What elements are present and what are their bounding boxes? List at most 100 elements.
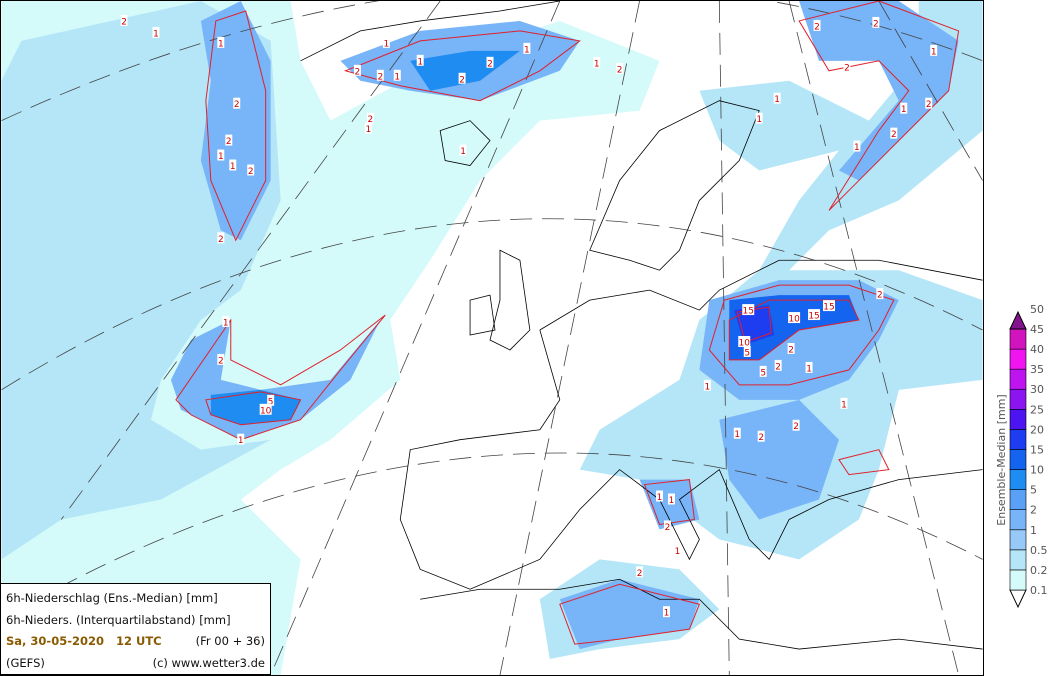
coast-europe <box>399 259 983 590</box>
contour-label: 2 <box>814 22 820 32</box>
colorbar-tick-label: 15 <box>1030 443 1044 456</box>
contour-label: 2 <box>793 422 799 432</box>
contour-label: 1 <box>774 95 780 105</box>
contour-label: 2 <box>218 356 224 366</box>
contour-label-bg <box>667 493 675 505</box>
contour-label-bg <box>217 149 225 161</box>
contour-label-bg <box>459 144 467 156</box>
contour-label: 2 <box>637 569 643 579</box>
contour-label-bg <box>925 97 933 109</box>
contour-label: 1 <box>806 364 812 374</box>
contour-label-bg <box>843 60 851 72</box>
colorbar-tick-label: 0.2 <box>1030 564 1048 577</box>
contour-label-bg <box>703 379 711 391</box>
contour-label-bg <box>759 365 767 377</box>
colorbar-box <box>1009 409 1027 430</box>
contour-label: 2 <box>459 75 465 85</box>
colorbar-box <box>1009 449 1027 470</box>
contour-label: 1 <box>756 115 762 125</box>
contour-label: 1 <box>901 105 907 115</box>
contour-label-bg <box>890 127 898 139</box>
contour-label-bg <box>738 336 751 347</box>
contour-label-bg <box>217 36 225 48</box>
info-line-valid-time: Sa, 30-05-2020 12 UTC (Fr 00 + 36) <box>6 631 265 653</box>
contour-label: 2 <box>226 137 232 147</box>
contour-label: 2 <box>121 17 127 27</box>
copyright: (c) www.wetter3.de <box>152 655 265 670</box>
contour-label: 1 <box>417 57 423 67</box>
contour-label: 1 <box>669 496 675 506</box>
contour-label: 5 <box>268 397 274 407</box>
contour-label: 1 <box>841 400 847 410</box>
contour-label-bg <box>876 288 884 300</box>
contour-label: 15 <box>823 303 834 313</box>
forecast-run: (Fr 00 + 36) <box>195 634 265 648</box>
colorbar-box <box>1009 489 1027 510</box>
contour-label: 2 <box>234 100 240 110</box>
contour-label: 1 <box>460 147 466 157</box>
contour-label: 1 <box>230 162 236 172</box>
colorbar-tick-label: 35 <box>1030 363 1044 376</box>
contour-label-bg <box>813 19 821 31</box>
colorbar-tick-label: 2 <box>1030 504 1037 517</box>
info-line-source: (GEFS) (c) www.wetter3.de <box>6 653 265 675</box>
contour-label-bg <box>757 430 765 442</box>
coast-scandinavia <box>589 100 760 271</box>
colorbar-box <box>1009 569 1027 591</box>
contour-label: 2 <box>775 362 781 372</box>
contour-label-bg <box>823 300 835 312</box>
contour-label-bg <box>222 316 230 328</box>
contour-label-bg <box>416 54 424 66</box>
contour-label: 1 <box>524 45 530 55</box>
contour-label-bg <box>233 97 241 109</box>
colorbar-over-triangle <box>1009 310 1027 330</box>
graticule-lines <box>1 1 983 675</box>
contour-label: 1 <box>705 382 711 392</box>
contour-label-bg <box>247 164 255 176</box>
contour-label-bg <box>217 353 225 365</box>
contour-label: 1 <box>218 152 224 162</box>
contour-label: 1 <box>223 319 229 329</box>
contour-label: 2 <box>377 72 383 82</box>
contour-label-bg <box>774 359 782 371</box>
info-line-iqr: 6h-Nieders. (Interquartilabstand) [mm] <box>6 612 231 627</box>
contour-label: 2 <box>368 115 374 125</box>
contour-label-bg <box>840 397 848 409</box>
contour-label: 5 <box>760 368 766 378</box>
contour-label-bg <box>733 427 741 439</box>
contour-label-bg <box>930 44 938 56</box>
contour-label-bg <box>773 92 781 104</box>
contour-label: 1 <box>931 47 937 57</box>
contour-label-bg <box>458 72 466 84</box>
colorbar-box <box>1009 429 1027 450</box>
info-line-median: 6h-Niederschlag (Ens.-Median) [mm] <box>6 591 218 605</box>
contour-label-bg <box>616 62 624 74</box>
contour-label-bg <box>523 42 531 54</box>
contour-label-bg <box>393 69 401 81</box>
colorbar-tick-label: 30 <box>1030 383 1044 396</box>
colorbar-box <box>1009 529 1027 551</box>
contour-label: 1 <box>675 547 681 557</box>
contour-label: 1 <box>594 59 600 69</box>
contour-label-bg <box>376 69 384 81</box>
colorbar-under-triangle <box>1009 589 1027 609</box>
colorbar-legend: Ensemble-Median [mm] 0.10.20.51251015202… <box>995 303 1048 609</box>
contour-label-bg <box>792 419 800 431</box>
colorbar-box <box>1009 549 1027 571</box>
contour-label: 1 <box>383 39 389 49</box>
colorbar-tick-label: 40 <box>1030 343 1044 356</box>
colorbar-tick-label: 1 <box>1030 524 1037 537</box>
precip-core-atlantic <box>210 389 301 425</box>
contour-label: 15 <box>743 307 754 317</box>
contour-label-bg <box>225 134 233 146</box>
colorbar-tick-label: 50 <box>1030 303 1044 316</box>
contour-label: 10 <box>788 315 800 325</box>
colorbar-box <box>1009 348 1027 370</box>
contour-label-bg <box>229 159 237 171</box>
contour-label-bg <box>755 112 763 124</box>
contour-label-bg <box>353 64 361 76</box>
contour-label: 2 <box>617 65 623 75</box>
contour-label-bg <box>808 309 821 321</box>
colorbar-box <box>1009 328 1027 350</box>
